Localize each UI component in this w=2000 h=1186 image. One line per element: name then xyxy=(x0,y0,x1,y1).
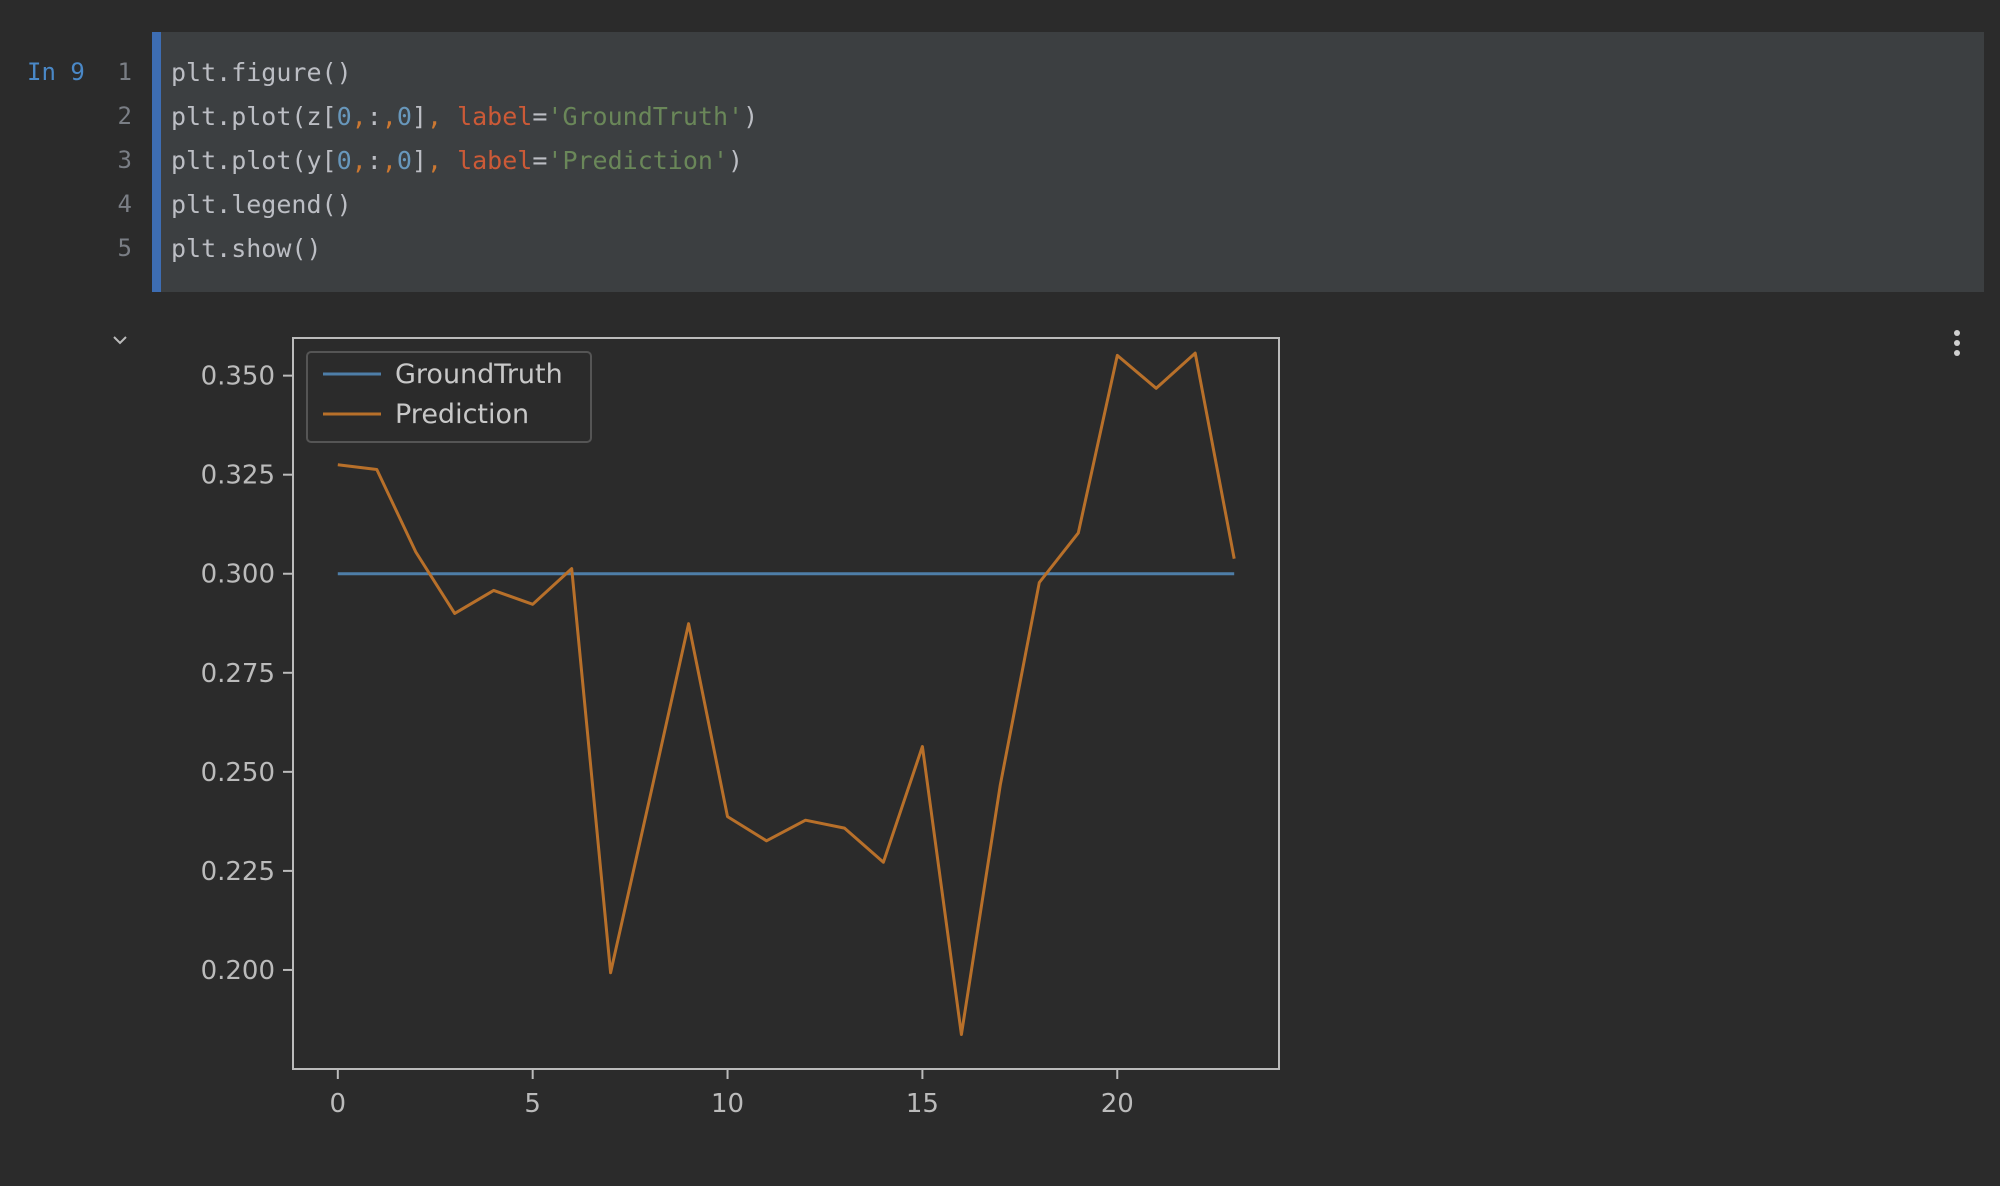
output-plot: 0.200 0.225 0.250 0.275 0.300 0.325 0.350 0 5 10 1… xyxy=(180,318,1300,1132)
x-tick-label: 10 xyxy=(711,1089,744,1119)
legend: GroundTruth Prediction xyxy=(306,351,592,443)
code-token: 0 xyxy=(396,146,412,175)
y-tick-label: 0.200 xyxy=(201,956,275,986)
series-line-prediction xyxy=(337,351,1236,1036)
code-line[interactable]: plt.plot(z[0,:,0], label='GroundTruth') xyxy=(171,104,758,129)
y-tick-label: 0.225 xyxy=(201,857,275,887)
x-tick-label: 5 xyxy=(524,1089,541,1119)
y-tick-label: 0.325 xyxy=(201,461,275,491)
code-token: , xyxy=(426,146,458,175)
active-cell-indicator xyxy=(152,32,161,292)
code-token: label xyxy=(457,102,533,131)
code-token: ] xyxy=(411,146,427,175)
line-number: 1 xyxy=(117,58,132,86)
code-token: plt.plot(z[ xyxy=(171,102,337,131)
x-tick-label: 0 xyxy=(330,1089,347,1119)
cell-execution-prompt: In 9 xyxy=(27,58,85,86)
line-number: 3 xyxy=(117,146,132,174)
x-tick-label: 15 xyxy=(906,1089,939,1119)
line-number: 4 xyxy=(117,190,132,218)
y-tick-label: 0.300 xyxy=(201,560,275,590)
code-line[interactable]: plt.legend() xyxy=(171,192,352,217)
line-chart: 0.200 0.225 0.250 0.275 0.300 0.325 0.350 0 5 10 1… xyxy=(201,337,1280,1119)
line-number: 5 xyxy=(117,234,132,262)
line-number: 2 xyxy=(117,102,132,130)
more-vertical-icon[interactable] xyxy=(1946,326,1968,360)
code-token: plt.show() xyxy=(171,234,322,263)
code-token: 0 xyxy=(396,102,412,131)
code-token: , xyxy=(351,102,367,131)
code-token: : xyxy=(366,102,382,131)
code-token: 0 xyxy=(336,146,352,175)
line-number-gutter: 1 2 3 4 5 xyxy=(96,32,146,292)
code-token: label xyxy=(457,146,533,175)
code-token: : xyxy=(366,146,382,175)
code-token: = xyxy=(532,102,548,131)
legend-label: Prediction xyxy=(395,399,529,430)
code-token: ) xyxy=(743,102,759,131)
axes-frame xyxy=(292,337,1280,1070)
code-token: 0 xyxy=(336,102,352,131)
code-cell-editor[interactable]: plt.figure() plt.plot(z[0,:,0], label='G… xyxy=(152,32,1984,292)
code-token: 'GroundTruth' xyxy=(547,102,744,131)
code-line[interactable]: plt.show() xyxy=(171,236,322,261)
code-token: , xyxy=(351,146,367,175)
code-line[interactable]: plt.figure() xyxy=(171,60,352,85)
code-token: ) xyxy=(728,146,744,175)
chevron-down-icon[interactable] xyxy=(108,328,132,352)
code-token: , xyxy=(381,102,397,131)
code-token: plt.figure() xyxy=(171,58,352,87)
code-line[interactable]: plt.plot(y[0,:,0], label='Prediction') xyxy=(171,148,743,173)
code-token: plt.plot(y[ xyxy=(171,146,337,175)
x-tick-label: 20 xyxy=(1101,1089,1134,1119)
code-token: = xyxy=(532,146,548,175)
y-tick-label: 0.350 xyxy=(201,362,275,392)
code-token: plt.legend() xyxy=(171,190,352,219)
code-token: , xyxy=(381,146,397,175)
y-tick-label: 0.250 xyxy=(201,758,275,788)
code-token: 'Prediction' xyxy=(547,146,729,175)
code-token: ] xyxy=(411,102,427,131)
y-tick-label: 0.275 xyxy=(201,659,275,689)
code-token: , xyxy=(426,102,458,131)
legend-label: GroundTruth xyxy=(395,359,563,390)
